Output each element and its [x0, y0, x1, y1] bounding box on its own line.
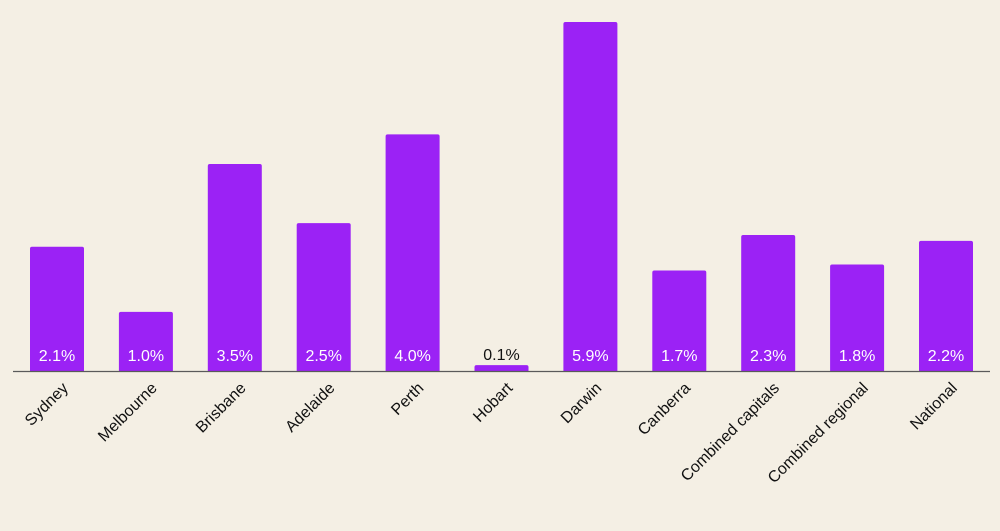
bar-melbourne: [118, 311, 173, 371]
category-label-combined-regional: Combined regional: [765, 380, 872, 487]
bar-brisbane: [207, 163, 262, 371]
category-label-sydney: Sydney: [22, 380, 72, 430]
bar-combined-capitals: [741, 234, 796, 371]
value-label-hobart: 0.1%: [483, 347, 519, 364]
bar-national: [919, 240, 973, 371]
category-label-hobart: Hobart: [470, 379, 516, 425]
category-label-brisbane: Brisbane: [193, 380, 250, 437]
value-label-adelaide: 2.5%: [305, 348, 341, 365]
value-label-combined-capitals: 2.3%: [750, 348, 786, 365]
value-labels-layer: 2.1% 1.0% 3.5% 2.5% 4.0% 0.1% 5.9% 1.7% 2.3% 1.8%…: [39, 347, 964, 365]
value-label-perth: 4.0%: [394, 348, 430, 365]
category-label-melbourne: Melbourne: [95, 380, 161, 446]
category-label-national: National: [907, 380, 961, 434]
bar-perth: [385, 134, 440, 371]
bar-adelaide: [296, 223, 351, 371]
category-labels-layer: Sydney Melbourne Brisbane Adelaide Perth Hoba…: [22, 379, 961, 486]
bars-layer: [30, 22, 973, 371]
value-label-combined-regional: 1.8%: [839, 348, 875, 365]
value-label-brisbane: 3.5%: [217, 348, 253, 365]
bar-hobart: [474, 365, 529, 371]
category-label-perth: Perth: [388, 380, 427, 419]
category-label-canberra: Canberra: [635, 380, 694, 439]
bar-canberra: [652, 270, 707, 371]
bar-sydney: [30, 246, 84, 371]
bar-combined-regional: [830, 264, 885, 371]
value-label-melbourne: 1.0%: [128, 348, 164, 365]
category-label-adelaide: Adelaide: [282, 380, 338, 436]
category-label-combined-capitals: Combined capitals: [678, 380, 783, 485]
category-label-darwin: Darwin: [558, 380, 605, 427]
value-label-canberra: 1.7%: [661, 348, 697, 365]
value-label-darwin: 5.9%: [572, 348, 608, 365]
value-label-national: 2.2%: [928, 348, 964, 365]
bar-darwin: [563, 22, 618, 371]
value-label-sydney: 2.1%: [39, 348, 75, 365]
